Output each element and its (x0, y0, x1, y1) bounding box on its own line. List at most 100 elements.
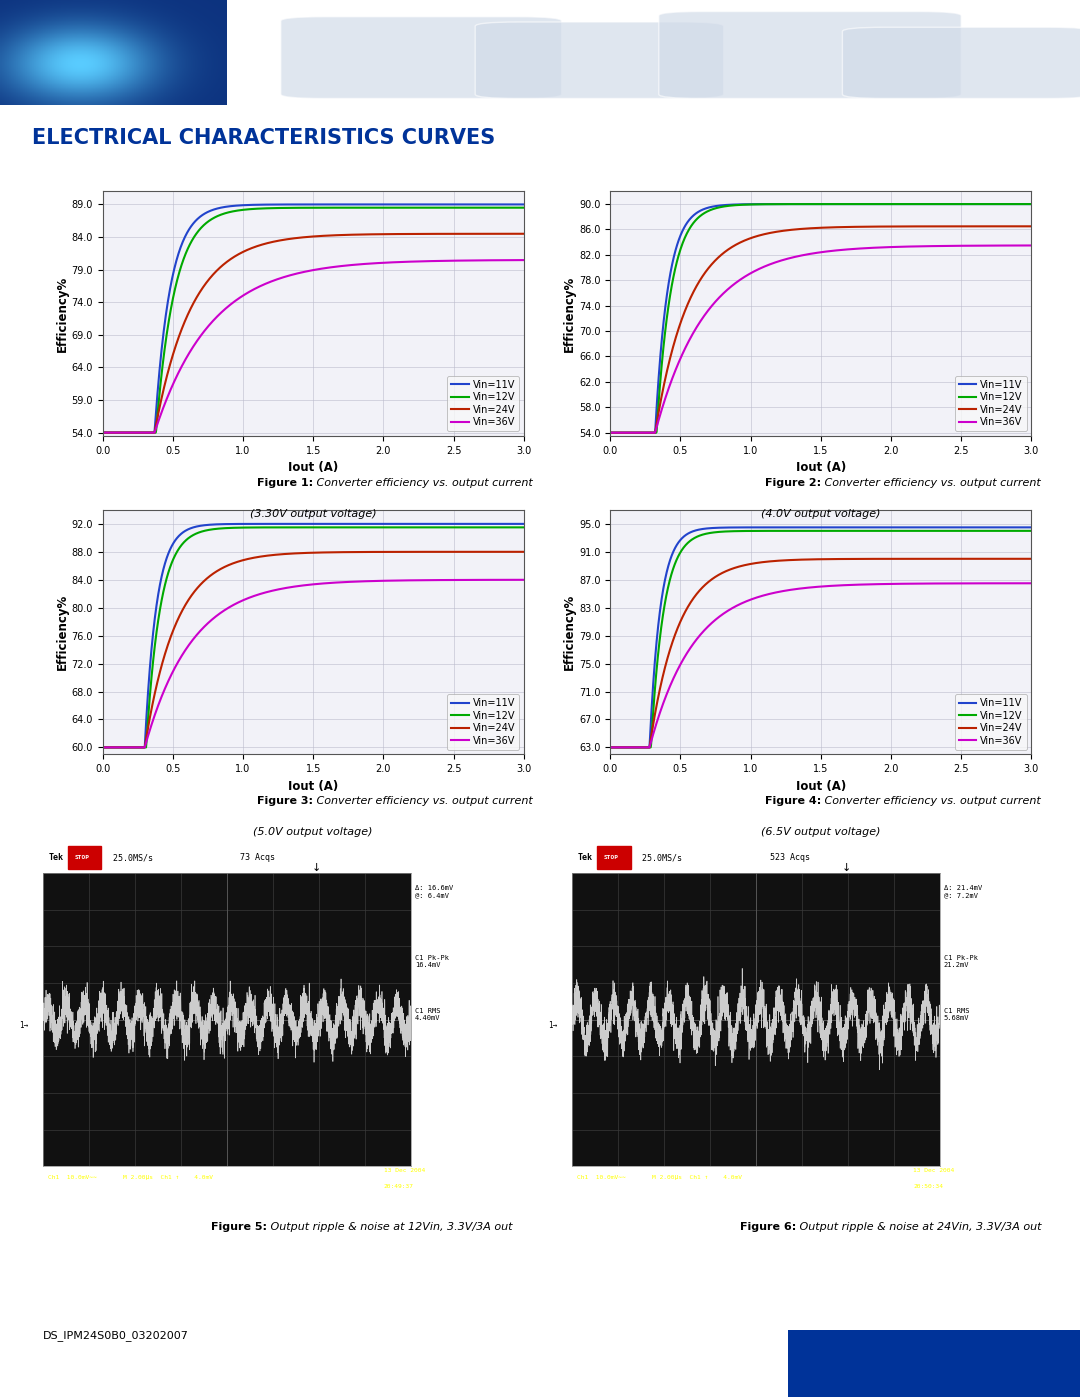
Vin=11V (517, 515, 530, 532)
Vin=12V (940, 522, 953, 539)
Line: Vin=24V: Vin=24V (610, 559, 1031, 747)
Vin=36V (517, 251, 530, 268)
Vin=36V (96, 425, 109, 441)
Vin=24V (940, 550, 953, 567)
Vin=11V (267, 196, 280, 212)
Text: Ch1  10.0mV∼∼       M 2.00μs  Ch1 ↑    4.0mV: Ch1 10.0mV∼∼ M 2.00μs Ch1 ↑ 4.0mV (48, 1175, 213, 1180)
Vin=36V (774, 253, 787, 270)
Vin=11V (386, 515, 399, 532)
Vin=36V (932, 576, 945, 592)
Vin=24V (139, 425, 152, 441)
Vin=11V (96, 739, 109, 756)
Vin=11V (1025, 196, 1038, 212)
Text: Converter efficiency vs. output current: Converter efficiency vs. output current (821, 796, 1040, 806)
Text: 25.0MS/s: 25.0MS/s (108, 854, 153, 862)
Text: 13 Dec 2004: 13 Dec 2004 (913, 1168, 955, 1173)
Line: Vin=12V: Vin=12V (103, 208, 524, 433)
Text: (4.0V output voltage): (4.0V output voltage) (761, 509, 880, 518)
Vin=11V (647, 425, 660, 441)
Line: Vin=36V: Vin=36V (610, 584, 1031, 747)
Vin=11V (604, 425, 617, 441)
Vin=12V (267, 520, 280, 536)
Line: Vin=12V: Vin=12V (610, 531, 1031, 747)
Vin=12V (647, 704, 660, 721)
Text: 1→: 1→ (19, 1021, 28, 1030)
Vin=11V (940, 196, 953, 212)
Vin=36V (940, 576, 953, 592)
X-axis label: Iout (A): Iout (A) (796, 461, 846, 474)
Vin=11V (139, 722, 152, 739)
Text: Δ: 16.6mV
@: 6.4mV: Δ: 16.6mV @: 6.4mV (415, 884, 453, 898)
Text: C1 RMS
4.40mV: C1 RMS 4.40mV (415, 1009, 441, 1021)
Text: Figure 4:: Figure 4: (765, 796, 821, 806)
Text: (6.5V output voltage): (6.5V output voltage) (761, 827, 880, 837)
Vin=12V (932, 196, 945, 212)
Line: Vin=36V: Vin=36V (103, 260, 524, 433)
Text: Converter efficiency vs. output current: Converter efficiency vs. output current (313, 478, 532, 488)
Vin=12V (139, 425, 152, 441)
Vin=24V (774, 222, 787, 239)
Vin=12V (96, 739, 109, 756)
Text: Tek: Tek (578, 854, 593, 862)
Bar (68, 847, 102, 869)
Text: 1→: 1→ (549, 1021, 557, 1030)
Vin=11V (789, 196, 802, 212)
Vin=12V (774, 522, 787, 539)
Vin=12V (96, 425, 109, 441)
Vin=12V (139, 739, 152, 756)
Vin=36V (774, 583, 787, 599)
FancyBboxPatch shape (842, 27, 1080, 98)
Vin=11V (893, 196, 906, 212)
Vin=11V (789, 520, 802, 536)
Vin=12V (893, 522, 906, 539)
Vin=11V (282, 196, 295, 212)
Text: Figure 1:: Figure 1: (257, 478, 313, 488)
Text: 20:49:37: 20:49:37 (383, 1185, 414, 1189)
Text: Output ripple & noise at 12Vin, 3.3V/3A out: Output ripple & noise at 12Vin, 3.3V/3A … (268, 1222, 513, 1232)
Text: (5.0V output voltage): (5.0V output voltage) (254, 827, 373, 837)
Vin=24V (432, 225, 445, 242)
Vin=24V (267, 233, 280, 250)
Vin=12V (932, 522, 945, 539)
FancyBboxPatch shape (281, 17, 562, 98)
Vin=11V (932, 196, 945, 212)
Text: Ch1  10.0mV∼∼       M 2.00μs  Ch1 ↑    4.0mV: Ch1 10.0mV∼∼ M 2.00μs Ch1 ↑ 4.0mV (577, 1175, 742, 1180)
Vin=36V (267, 583, 280, 599)
Vin=36V (432, 253, 445, 270)
Vin=36V (932, 237, 945, 254)
Vin=24V (517, 543, 530, 560)
Vin=11V (267, 515, 280, 532)
Vin=24V (932, 550, 945, 567)
Vin=12V (893, 196, 906, 212)
Vin=24V (604, 425, 617, 441)
Y-axis label: Efficiency%: Efficiency% (55, 594, 68, 671)
Vin=11V (424, 515, 437, 532)
Vin=24V (893, 218, 906, 235)
Text: C1 Pk-Pk
21.2mV: C1 Pk-Pk 21.2mV (944, 956, 978, 968)
Vin=24V (282, 545, 295, 562)
FancyBboxPatch shape (659, 11, 961, 98)
Text: Δ: 21.4mV
@: 7.2mV: Δ: 21.4mV @: 7.2mV (944, 884, 982, 898)
Text: ELECTRICAL CHARACTERISTICS CURVES: ELECTRICAL CHARACTERISTICS CURVES (32, 129, 496, 148)
Line: Vin=12V: Vin=12V (610, 204, 1031, 433)
Vin=12V (1025, 196, 1038, 212)
Vin=12V (386, 200, 399, 217)
Vin=11V (432, 196, 445, 212)
Vin=36V (604, 739, 617, 756)
Vin=36V (139, 425, 152, 441)
FancyBboxPatch shape (765, 1312, 1080, 1397)
Vin=12V (789, 522, 802, 539)
Vin=24V (139, 733, 152, 750)
Vin=12V (432, 520, 445, 536)
Vin=11V (139, 425, 152, 441)
Bar (597, 847, 631, 869)
Vin=36V (604, 425, 617, 441)
Vin=36V (893, 576, 906, 592)
Vin=36V (96, 739, 109, 756)
Vin=11V (774, 196, 787, 212)
Vin=11V (893, 520, 906, 536)
Line: Vin=24V: Vin=24V (103, 552, 524, 747)
Text: 20:50:34: 20:50:34 (913, 1185, 943, 1189)
Vin=12V (517, 520, 530, 536)
Vin=36V (424, 253, 437, 270)
